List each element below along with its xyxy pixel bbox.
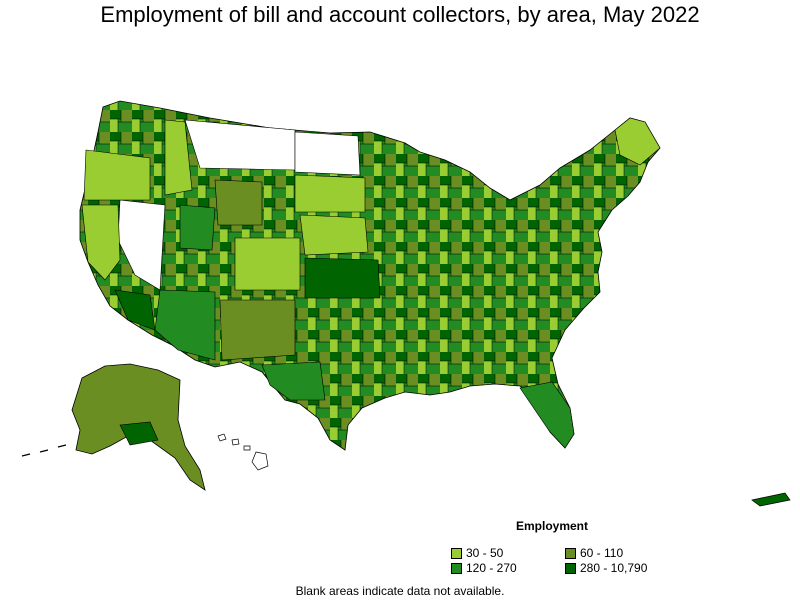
region-nebraska bbox=[299, 214, 369, 256]
region-california-coast bbox=[81, 204, 121, 281]
legend-item-30-50: 30 - 50 bbox=[451, 546, 503, 560]
legend-label-60-110: 60 - 110 bbox=[580, 546, 624, 560]
region-kansas bbox=[304, 257, 381, 299]
region-colorado bbox=[234, 237, 301, 291]
legend-swatch-60-110 bbox=[565, 547, 576, 559]
region-southern-california bbox=[114, 289, 156, 331]
legend-label-280-10790: 280 - 10,790 bbox=[580, 561, 648, 575]
legend-swatch-120-270 bbox=[451, 562, 462, 574]
region-idaho-east bbox=[164, 119, 193, 196]
alaska-south bbox=[119, 421, 159, 446]
region-montana bbox=[184, 119, 296, 171]
legend-item-120-270: 120 - 270 bbox=[451, 561, 517, 575]
region-arizona bbox=[154, 289, 216, 361]
hawaii bbox=[217, 433, 269, 471]
region-north-dakota bbox=[294, 131, 361, 176]
puerto-rico bbox=[751, 492, 791, 507]
region-new-mexico bbox=[219, 299, 296, 361]
region-utah bbox=[179, 204, 216, 251]
map-title: Employment of bill and account collector… bbox=[100, 2, 700, 27]
aleutian-islands bbox=[21, 444, 67, 457]
region-maine bbox=[614, 117, 661, 166]
legend-swatch-30-50 bbox=[451, 547, 462, 559]
legend-swatch-280-10790 bbox=[565, 562, 576, 574]
region-oregon bbox=[83, 149, 151, 201]
legend-item-280-10790: 280 - 10,790 bbox=[565, 561, 647, 575]
region-florida bbox=[519, 381, 575, 449]
footnote: Blank areas indicate data not available. bbox=[295, 584, 505, 598]
legend-label-120-270: 120 - 270 bbox=[466, 561, 517, 575]
region-wyoming bbox=[214, 179, 263, 226]
region-south-dakota bbox=[294, 174, 366, 213]
legend-item-60-110: 60 - 110 bbox=[565, 546, 623, 560]
region-west-texas bbox=[261, 361, 326, 401]
legend-title: Employment bbox=[516, 519, 589, 533]
legend-label-30-50: 30 - 50 bbox=[466, 546, 504, 560]
